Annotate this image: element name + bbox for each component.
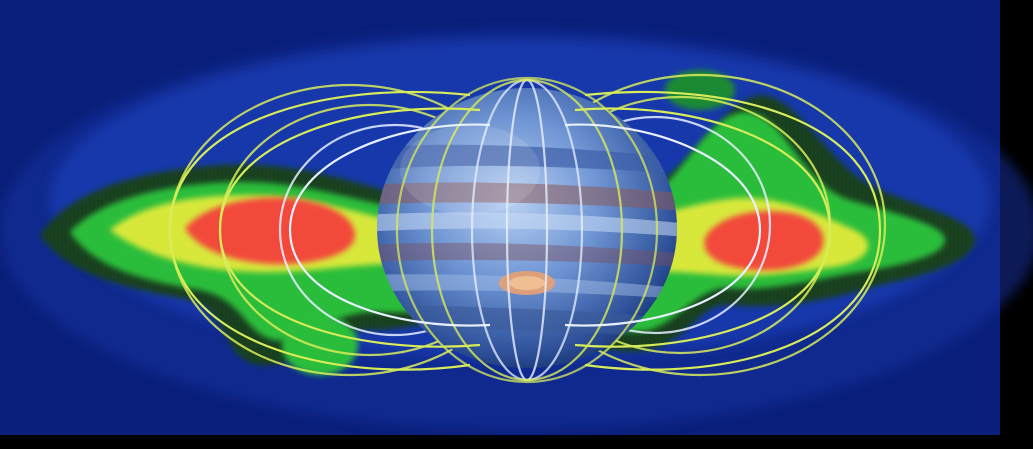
jupiter-icon [377,88,677,368]
magnetic-field-lines-icon [168,76,882,384]
